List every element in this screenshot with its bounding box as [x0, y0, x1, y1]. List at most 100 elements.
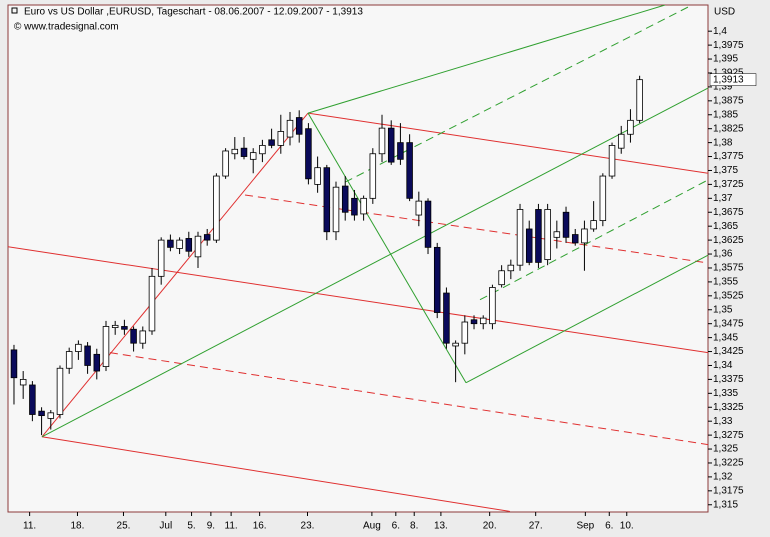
y-tick-label: 1,36: [713, 249, 733, 260]
y-tick-label: 1,3225: [713, 458, 744, 469]
trend-line: [41, 87, 708, 438]
candle-body: [433, 246, 441, 313]
trend-line: [41, 436, 511, 512]
x-tick-label: 6.: [605, 521, 613, 532]
y-tick-label: 1,345: [713, 332, 738, 343]
x-tick-label: 18.: [71, 521, 85, 532]
candle-body: [65, 351, 73, 369]
trend-line: [307, 112, 467, 383]
y-tick-label: 1,3775: [713, 151, 744, 162]
y-tick-label: 1,3625: [713, 235, 744, 246]
candle-body: [176, 239, 183, 249]
candle-body: [259, 144, 266, 155]
candle-body: [222, 150, 229, 177]
candle-body: [387, 127, 395, 163]
candle-body: [286, 119, 294, 138]
x-tick-label: 9.: [207, 521, 215, 532]
candle-body: [525, 228, 533, 263]
trend-line: [109, 352, 708, 446]
y-tick-label: 1,3925: [713, 68, 744, 79]
y-tick-label: 1,325: [713, 444, 738, 455]
trend-line: [307, 5, 666, 114]
x-tick-label: Sep: [576, 521, 594, 532]
y-tick-label: 1,3175: [713, 485, 744, 496]
candle-body: [19, 378, 27, 386]
candle-body: [167, 239, 174, 248]
candle-body: [341, 185, 349, 213]
y-tick-label: 1,37: [713, 193, 733, 204]
axes: 1,41,39751,3951,39251,391,38751,3851,382…: [23, 26, 757, 532]
chart-title: Euro vs US Dollar ,EURUSD, Tageschart - …: [24, 7, 363, 18]
candle-body: [590, 220, 597, 230]
candle-body: [185, 238, 193, 252]
candle-body: [231, 148, 239, 155]
x-tick-label: 10.: [620, 521, 634, 532]
candle-body: [581, 228, 588, 244]
y-tick-label: 1,4: [713, 26, 727, 37]
y-tick-label: 1,33: [713, 416, 733, 427]
candle-body: [507, 264, 515, 272]
candle-body: [139, 330, 147, 344]
y-tick-label: 1,385: [713, 109, 738, 120]
candle-body: [479, 317, 487, 325]
candle-body: [470, 319, 478, 325]
candle-body: [351, 197, 358, 216]
candle-body: [213, 175, 220, 241]
x-tick-label: 8.: [410, 521, 418, 532]
candle-body: [369, 153, 377, 199]
candles: [10, 75, 643, 436]
candle-body: [47, 412, 55, 419]
y-tick-label: 1,315: [713, 499, 738, 510]
candle-body: [111, 324, 119, 328]
candle-body: [424, 200, 432, 248]
x-tick-label: 11.: [225, 521, 238, 532]
x-tick-label: 11.: [23, 521, 36, 532]
y-tick-label: 1,3825: [713, 123, 744, 134]
candle-body: [443, 292, 450, 344]
x-tick-label: Aug: [363, 521, 381, 532]
trend-line: [41, 112, 309, 438]
y-tick-label: 1,3325: [713, 402, 744, 413]
candle-body: [203, 234, 211, 241]
y-tick-label: 1,39: [713, 82, 733, 93]
y-tick-label: 1,3875: [713, 95, 744, 106]
plot-area: [7, 4, 709, 513]
y-tick-label: 1,3725: [713, 179, 744, 190]
candle-body: [314, 167, 321, 185]
y-tick-label: 1,38: [713, 137, 733, 148]
candle-body: [544, 209, 551, 261]
candle-body: [148, 275, 156, 332]
candle-body: [75, 343, 82, 352]
chart-subtitle: © www.tradesignal.com: [14, 22, 119, 33]
x-tick-label: 25.: [117, 521, 131, 532]
x-tick-label: Jul: [159, 521, 172, 532]
candle-body: [295, 117, 303, 135]
candle-body: [29, 384, 36, 415]
y-tick-label: 1,3475: [713, 318, 744, 329]
y-tick-label: 1,355: [713, 277, 738, 288]
candle-body: [323, 167, 331, 233]
candle-body: [378, 127, 386, 155]
y-tick-label: 1,335: [713, 388, 738, 399]
x-tick-label: 5.: [187, 521, 195, 532]
y-tick-label: 1,3975: [713, 40, 744, 51]
candle-body: [406, 142, 413, 199]
candle-body: [571, 234, 579, 244]
candle-body: [599, 175, 607, 222]
y-tick-label: 1,3525: [713, 290, 744, 301]
candle-body: [38, 410, 45, 417]
y-tick-label: 1,3575: [713, 263, 744, 274]
trend-line: [307, 112, 708, 174]
candle-body: [461, 321, 469, 344]
y-tick-label: 1,375: [713, 165, 738, 176]
candle-body: [240, 147, 248, 157]
y-tick-label: 1,395: [713, 54, 738, 65]
candle-body: [415, 200, 423, 216]
candle-body: [56, 367, 64, 415]
trend-line: [479, 179, 708, 301]
y-tick-label: 1,32: [713, 472, 733, 483]
title-icon: [11, 7, 18, 14]
candle-body: [130, 328, 137, 344]
